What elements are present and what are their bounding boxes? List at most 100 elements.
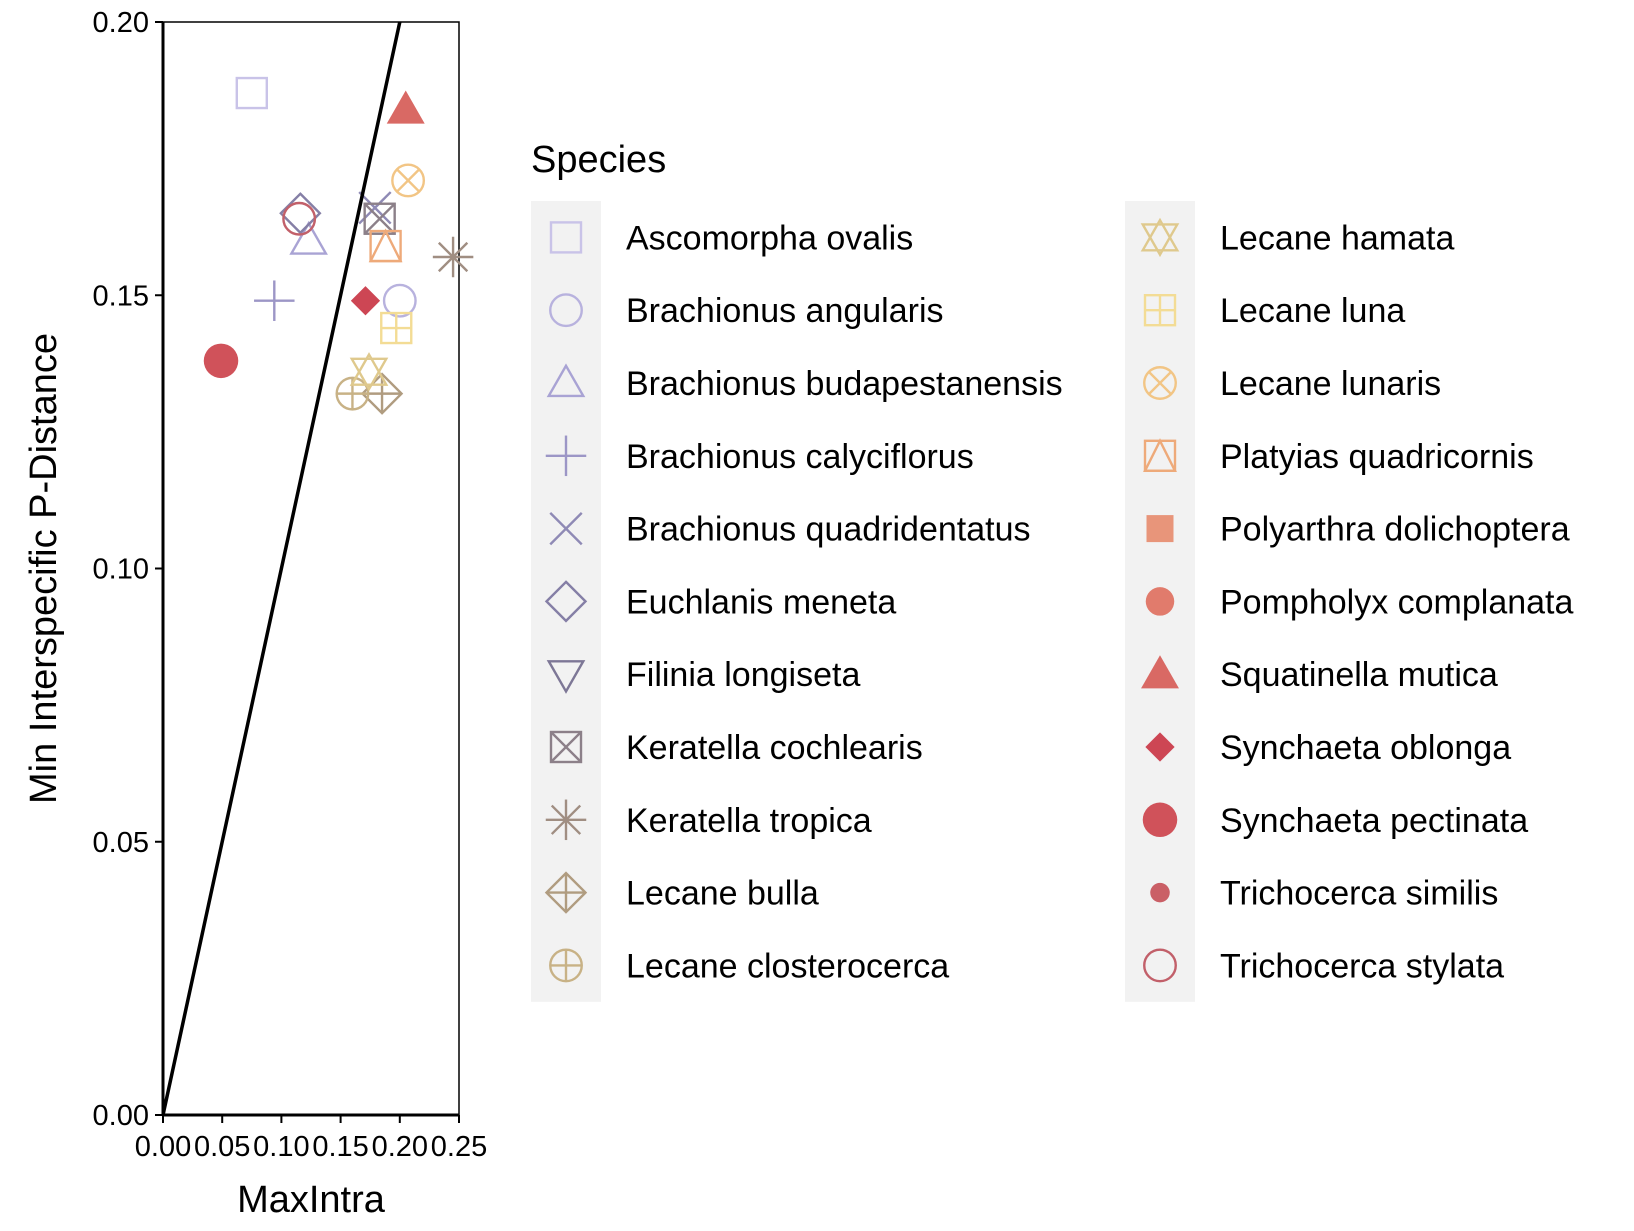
legend-key <box>1143 366 1177 400</box>
legend-label: Synchaeta oblonga <box>1220 729 1511 767</box>
legend-item: Synchaeta oblonga <box>1145 729 1511 767</box>
x-tick-label: 0.15 <box>312 1131 368 1163</box>
legend-item: Trichocerca similis <box>1150 875 1498 913</box>
x-tick-label: 0.00 <box>135 1131 191 1163</box>
legend-key <box>1143 294 1177 327</box>
data-point <box>254 280 295 321</box>
data-point <box>432 236 474 278</box>
legend-item: Pompholyx complanata <box>1145 583 1574 621</box>
data-point <box>380 311 413 345</box>
legend-label: Euchlanis meneta <box>626 583 896 621</box>
data-point <box>386 90 425 124</box>
legend-label: Lecane luna <box>1220 292 1405 330</box>
y-tick-label: 0.05 <box>93 827 149 859</box>
legend-key <box>1143 438 1177 472</box>
y-tick-label: 0.15 <box>93 280 149 312</box>
legend-key <box>1140 217 1180 258</box>
legend-key <box>545 435 587 477</box>
legend-item: Lecane lunaris <box>1143 365 1441 403</box>
legend-item: Euchlanis meneta <box>544 580 896 623</box>
legend-item: Brachionus calyciflorus <box>545 435 974 477</box>
y-axis-ticks: 0.00 0.05 0.10 0.15 0.20 <box>93 7 163 1132</box>
x-axis-title: MaxIntra <box>237 1179 386 1221</box>
legend-label: Platyias quadricornis <box>1220 438 1534 476</box>
legend-label: Brachionus angularis <box>626 292 944 330</box>
legend-item: Lecane luna <box>1143 292 1405 330</box>
legend-label: Squatinella mutica <box>1220 656 1498 694</box>
legend-item: Keratella tropica <box>545 799 872 841</box>
legend-item: Polyarthra dolichoptera <box>1146 511 1570 549</box>
data-point <box>289 220 328 255</box>
reference-line <box>161 21 402 1116</box>
legend-item: Lecane bulla <box>544 871 819 914</box>
legend-key <box>549 293 583 328</box>
legend-item: Trichocerca stylata <box>1143 947 1504 985</box>
legend-key <box>544 580 588 623</box>
legend-item: Lecane hamata <box>1140 217 1454 258</box>
y-tick-label: 0.10 <box>93 554 149 586</box>
legend-key <box>544 871 588 914</box>
legend-label: Lecane hamata <box>1220 219 1454 257</box>
legend-item: Filinia longiseta <box>546 656 860 694</box>
legend-key <box>546 363 586 398</box>
legend-item: Lecane closterocerca <box>549 947 949 985</box>
data-point <box>391 163 426 198</box>
legend-key <box>1142 802 1178 838</box>
data-point <box>350 286 381 316</box>
y-axis-title: Min Interspecific P-Distance <box>23 333 65 804</box>
legend-key <box>1146 515 1174 543</box>
legend-key-background <box>531 201 601 1002</box>
legend-item: Ascomorpha ovalis <box>549 219 913 257</box>
legend-item: Squatinella mutica <box>1141 655 1498 694</box>
legend-label: Lecane bulla <box>626 875 819 913</box>
legend-label: Trichocerca stylata <box>1220 947 1504 985</box>
legend-key <box>549 948 583 983</box>
y-tick-label: 0.20 <box>93 7 149 39</box>
data-point <box>363 202 396 235</box>
data-point <box>203 343 239 379</box>
x-tick-label: 0.10 <box>253 1131 309 1163</box>
legend-key <box>1145 587 1175 616</box>
legend-label: Pompholyx complanata <box>1220 583 1574 621</box>
legend-label: Trichocerca similis <box>1220 875 1498 913</box>
legend-item: Brachionus budapestanensis <box>546 363 1063 403</box>
legend-item: Platyias quadricornis <box>1143 438 1534 476</box>
x-tick-label: 0.25 <box>431 1131 487 1163</box>
legend-key <box>1143 948 1177 983</box>
legend-label: Filinia longiseta <box>626 656 860 694</box>
legend-title: Species <box>531 139 666 181</box>
data-point <box>368 228 403 263</box>
legend-label: Brachionus budapestanensis <box>626 365 1063 403</box>
y-tick-label: 0.00 <box>93 1100 149 1132</box>
legend-label: Polyarthra dolichoptera <box>1220 511 1570 549</box>
legend-label: Lecane closterocerca <box>626 947 949 985</box>
legend-item: Brachionus angularis <box>549 292 944 330</box>
legend-item: Brachionus quadridentatus <box>549 511 1031 549</box>
legend-label: Synchaeta pectinata <box>1220 802 1528 840</box>
legend-label: Keratella cochlearis <box>626 729 923 767</box>
legend-label: Lecane lunaris <box>1220 365 1441 403</box>
data-point <box>335 376 370 411</box>
data-point <box>235 76 269 110</box>
data-point <box>349 352 389 392</box>
legend-key <box>546 660 586 694</box>
data-points <box>203 76 474 415</box>
legend-key <box>549 730 583 764</box>
legend-label: Ascomorpha ovalis <box>626 219 913 257</box>
data-point <box>282 201 317 236</box>
legend-key <box>1145 732 1175 762</box>
x-tick-label: 0.05 <box>194 1131 250 1163</box>
legend-item: Keratella cochlearis <box>549 729 923 767</box>
legend-key <box>1141 655 1179 689</box>
legend-label: Brachionus calyciflorus <box>626 438 974 476</box>
legend-item: Synchaeta pectinata <box>1142 802 1528 840</box>
legend-label: Brachionus quadridentatus <box>626 511 1031 549</box>
legend-key <box>1150 882 1170 903</box>
data-point <box>382 283 417 318</box>
x-tick-label: 0.20 <box>372 1131 428 1163</box>
legend-key <box>549 221 583 254</box>
plot-area <box>161 21 474 1117</box>
legend-label: Keratella tropica <box>626 802 872 840</box>
legend-key <box>549 512 583 546</box>
